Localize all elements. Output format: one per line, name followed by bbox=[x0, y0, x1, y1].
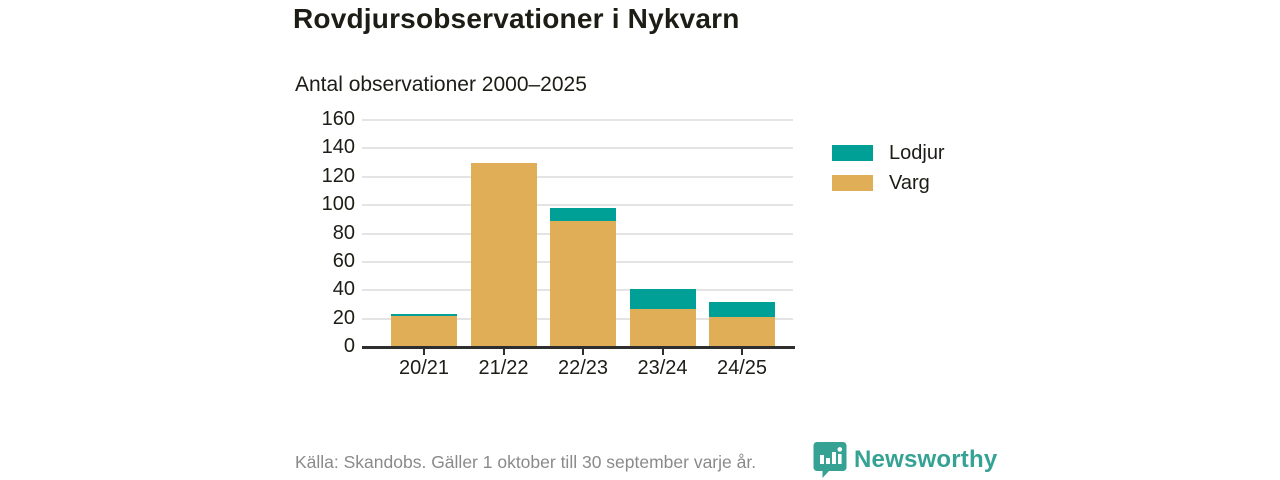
legend: Lodjur Varg bbox=[832, 142, 945, 205]
y-axis-tick-label: 100 bbox=[321, 193, 355, 216]
y-axis-tick-label: 40 bbox=[332, 278, 355, 301]
y-axis-tick-label: 120 bbox=[321, 164, 355, 187]
legend-item-lodjur: Lodjur bbox=[832, 142, 945, 164]
x-axis-tick bbox=[502, 348, 505, 355]
x-axis-tick-label: 24/25 bbox=[716, 357, 768, 379]
bar-22-23-varg bbox=[550, 220, 616, 347]
gridline-y-100 bbox=[362, 204, 793, 207]
bar-20-21-lodjur bbox=[391, 314, 457, 316]
x-axis-tick-label: 21/22 bbox=[478, 357, 529, 379]
legend-swatch-varg bbox=[832, 175, 873, 191]
bar-22-23-lodjur bbox=[550, 207, 616, 221]
bar-24-25-lodjur bbox=[709, 301, 775, 318]
bar-20-21-varg bbox=[391, 315, 457, 347]
y-axis-tick-label: 0 bbox=[343, 335, 355, 357]
bar-21-22-varg bbox=[470, 162, 537, 347]
source-note: Källa: Skandobs. Gäller 1 oktober till 3… bbox=[295, 452, 757, 472]
x-axis-tick-label: 23/24 bbox=[637, 357, 688, 379]
legend-item-varg: Varg bbox=[832, 172, 945, 194]
bar-23-24-varg bbox=[629, 308, 696, 347]
x-axis-tick bbox=[582, 348, 584, 355]
x-axis-tick-label: 22/23 bbox=[557, 357, 609, 379]
newsworthy-wordmark: Newsworthy bbox=[854, 445, 998, 473]
y-axis-tick-label: 160 bbox=[321, 108, 355, 130]
bar-23-24-lodjur bbox=[629, 288, 696, 309]
x-axis-line bbox=[362, 345, 795, 349]
x-axis-tick bbox=[741, 348, 743, 355]
page-title: Rovdjursobservationer i Nykvarn bbox=[293, 3, 740, 34]
newsworthy-logo-icon bbox=[813, 442, 847, 478]
x-axis-tick-label: 20/21 bbox=[398, 357, 450, 379]
y-axis-tick-label: 20 bbox=[332, 306, 355, 329]
legend-label-lodjur: Lodjur bbox=[889, 142, 945, 164]
gridline-y-160 bbox=[362, 119, 793, 121]
y-axis-tick-label: 60 bbox=[332, 249, 355, 272]
gridline-y-140 bbox=[362, 147, 793, 150]
y-axis-tick-label: 140 bbox=[321, 136, 355, 159]
chart-subtitle: Antal observationer 2000–2025 bbox=[295, 73, 587, 96]
legend-label-varg: Varg bbox=[889, 172, 930, 194]
bar-24-25-varg bbox=[709, 317, 775, 347]
newsworthy-brand: Newsworthy bbox=[813, 441, 997, 478]
legend-swatch-lodjur bbox=[832, 145, 873, 161]
x-axis-tick bbox=[661, 348, 664, 355]
x-axis-tick bbox=[423, 348, 425, 355]
gridline-y-120 bbox=[362, 175, 793, 178]
y-axis-tick-label: 80 bbox=[332, 221, 355, 244]
